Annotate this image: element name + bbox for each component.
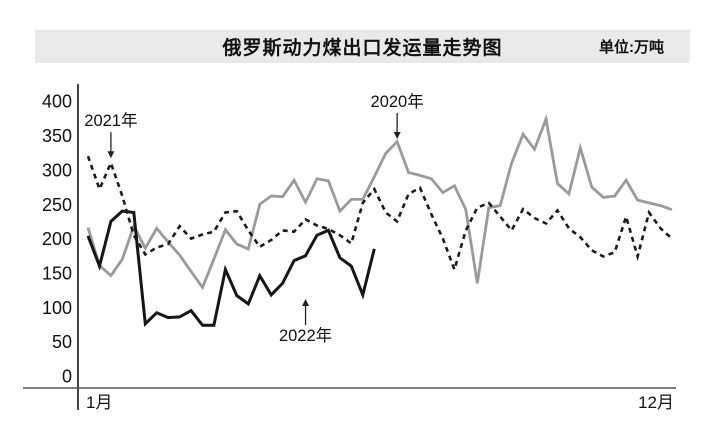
annotation-arrowhead-2022 [302, 299, 310, 307]
y-tick-label: 0 [62, 367, 72, 387]
y-tick-label: 150 [42, 263, 72, 283]
annotation-label-2022: 2022年 [279, 326, 332, 345]
x-label-end: 12月 [638, 393, 674, 412]
chart-header: 俄罗斯动力煤出口发运量走势图 单位:万吨 [35, 30, 690, 63]
y-tick-label: 350 [42, 126, 72, 146]
annotation-label-2020: 2020年 [371, 92, 424, 111]
y-tick-label: 50 [52, 332, 72, 352]
series-line-2020 [86, 113, 673, 291]
annotation-arrowhead-2021 [107, 151, 115, 159]
series-line-2021 [86, 155, 673, 274]
x-label-start: 1月 [86, 393, 112, 412]
series-line-2022 [86, 209, 376, 328]
chart-title: 俄罗斯动力煤出口发运量走势图 [222, 38, 503, 59]
y-tick-label: 200 [42, 229, 72, 249]
y-tick-label: 300 [42, 160, 72, 180]
annotation-arrowhead-2020 [393, 131, 401, 139]
y-tick-label: 250 [42, 195, 72, 215]
y-tick-label: 400 [42, 92, 72, 112]
annotation-label-2021: 2021年 [84, 111, 137, 130]
unit-label: 单位:万吨 [599, 39, 664, 56]
y-tick-label: 100 [42, 298, 72, 318]
